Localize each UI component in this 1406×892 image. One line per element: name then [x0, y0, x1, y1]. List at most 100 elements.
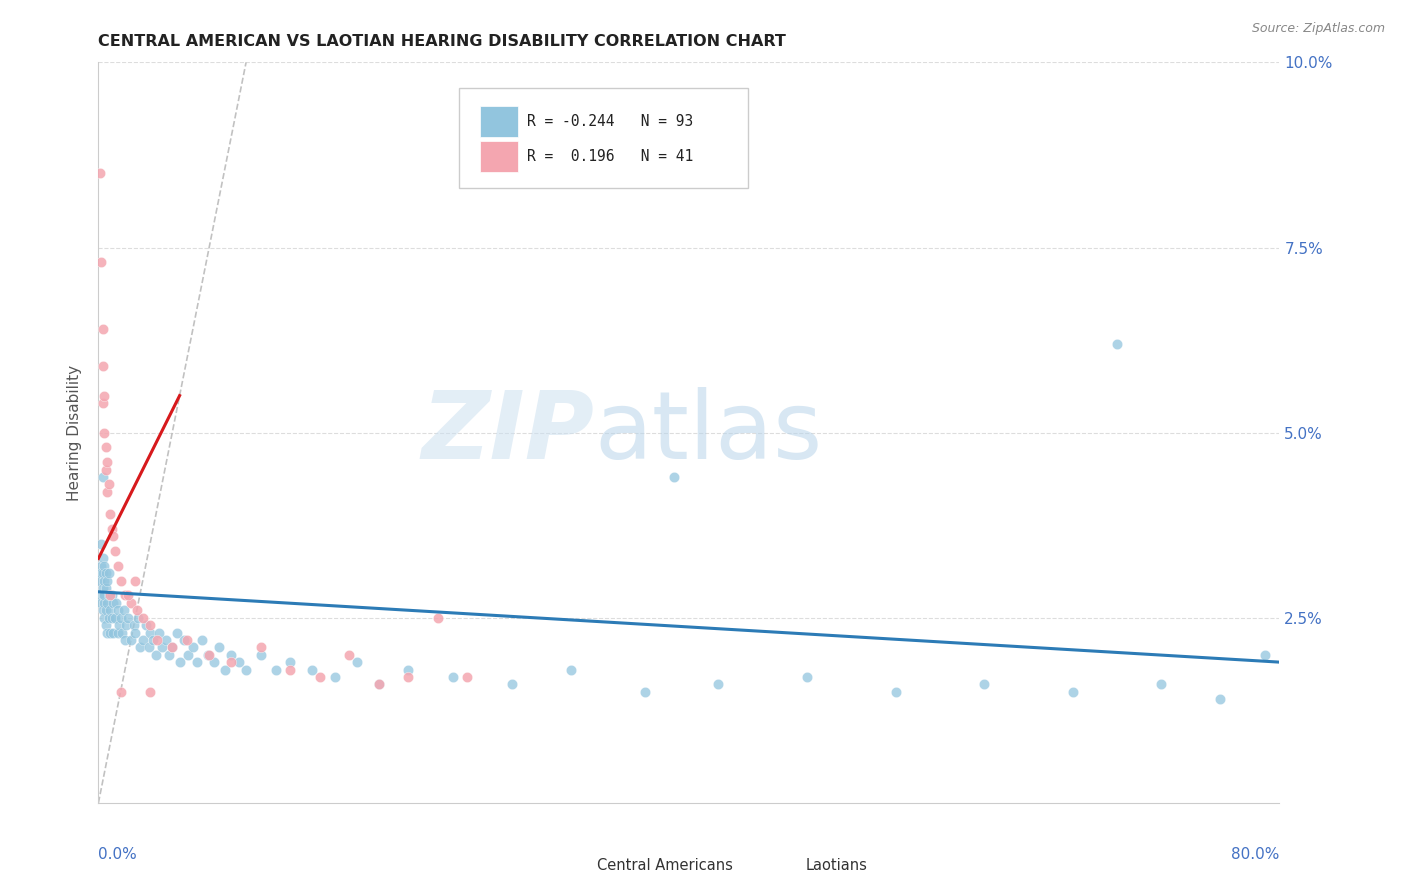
Point	[145, 648, 167, 662]
Point	[100, 589, 122, 603]
Point	[132, 632, 155, 647]
Point	[162, 640, 183, 655]
Point	[166, 625, 188, 640]
FancyBboxPatch shape	[557, 853, 588, 879]
FancyBboxPatch shape	[479, 106, 517, 137]
FancyBboxPatch shape	[458, 88, 748, 188]
Point	[796, 670, 818, 684]
Point	[124, 625, 146, 640]
Point	[107, 558, 129, 573]
Point	[707, 677, 730, 691]
Point	[91, 589, 114, 603]
Point	[162, 640, 183, 655]
Point	[103, 625, 125, 640]
Point	[117, 610, 139, 624]
Point	[94, 566, 117, 581]
Point	[973, 677, 995, 691]
Point	[127, 610, 149, 624]
Point	[91, 470, 114, 484]
Point	[169, 655, 191, 669]
Point	[91, 359, 114, 373]
Point	[122, 618, 145, 632]
Point	[1254, 648, 1277, 662]
Y-axis label: Hearing Disability: Hearing Disability	[67, 365, 83, 500]
Text: atlas: atlas	[595, 386, 823, 479]
Point	[139, 685, 162, 699]
Point	[110, 574, 132, 588]
Point	[114, 632, 136, 647]
Point	[339, 648, 361, 662]
Point	[111, 625, 134, 640]
Point	[93, 558, 115, 573]
Point	[368, 677, 391, 691]
Point	[97, 589, 120, 603]
Point	[103, 596, 125, 610]
Point	[155, 632, 177, 647]
Point	[501, 677, 523, 691]
Point	[884, 685, 907, 699]
Point	[197, 648, 219, 662]
Point	[221, 648, 243, 662]
Point	[132, 610, 155, 624]
Point	[98, 625, 121, 640]
Point	[96, 455, 118, 469]
Point	[100, 610, 122, 624]
Point	[1150, 677, 1173, 691]
Point	[93, 610, 115, 624]
Point	[91, 396, 114, 410]
Text: Source: ZipAtlas.com: Source: ZipAtlas.com	[1251, 22, 1385, 36]
Point	[124, 574, 146, 588]
Point	[280, 655, 302, 669]
Point	[110, 610, 132, 624]
Point	[107, 603, 129, 617]
Point	[93, 596, 115, 610]
Point	[457, 670, 479, 684]
Point	[117, 589, 139, 603]
Point	[114, 589, 136, 603]
Point	[177, 648, 200, 662]
Point	[94, 603, 117, 617]
Point	[309, 670, 332, 684]
Point	[89, 166, 111, 180]
Text: 0.0%: 0.0%	[98, 847, 138, 863]
Point	[323, 670, 346, 684]
Point	[91, 581, 114, 595]
Point	[105, 596, 128, 610]
Point	[150, 640, 173, 655]
Point	[100, 522, 122, 536]
Point	[398, 670, 420, 684]
Point	[176, 632, 198, 647]
Point	[398, 663, 420, 677]
Point	[198, 648, 221, 662]
Point	[120, 632, 142, 647]
Point	[228, 655, 250, 669]
Point	[96, 596, 118, 610]
Point	[90, 536, 112, 550]
Point	[96, 484, 118, 499]
Point	[128, 640, 150, 655]
Text: 80.0%: 80.0%	[1232, 847, 1279, 863]
Point	[90, 255, 112, 269]
Point	[94, 462, 117, 476]
Point	[191, 632, 214, 647]
Point	[142, 632, 165, 647]
Point	[120, 596, 142, 610]
Point	[107, 625, 129, 640]
Point	[112, 603, 135, 617]
Point	[560, 663, 582, 677]
Point	[368, 677, 391, 691]
Text: ZIP: ZIP	[422, 386, 595, 479]
Point	[441, 670, 464, 684]
Point	[98, 589, 121, 603]
Point	[115, 618, 138, 632]
Text: R =  0.196   N = 41: R = 0.196 N = 41	[527, 149, 693, 164]
Point	[98, 507, 121, 521]
Point	[346, 655, 368, 669]
Point	[89, 574, 111, 588]
Point	[90, 558, 112, 573]
Text: CENTRAL AMERICAN VS LAOTIAN HEARING DISABILITY CORRELATION CHART: CENTRAL AMERICAN VS LAOTIAN HEARING DISA…	[98, 34, 786, 49]
Point	[427, 610, 450, 624]
Point	[97, 610, 120, 624]
Point	[93, 425, 115, 440]
Point	[1107, 336, 1129, 351]
